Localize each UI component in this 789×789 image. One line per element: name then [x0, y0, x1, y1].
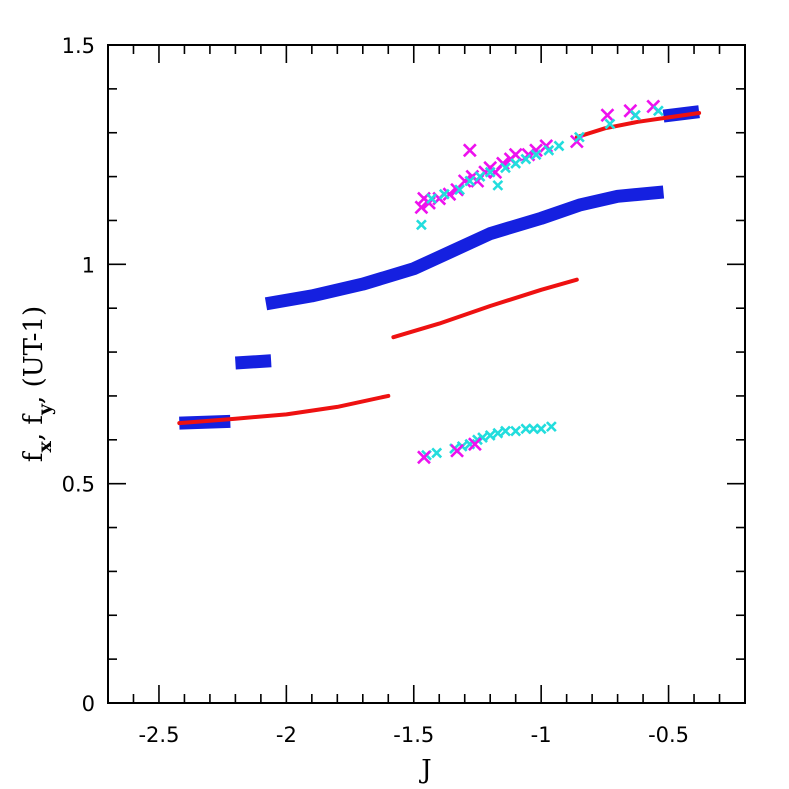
cyan-x-upper-point — [630, 109, 641, 121]
y-axis-title: fx, fy, (UT-1) — [19, 306, 56, 462]
cyan-x-upper-point — [604, 118, 616, 130]
x-tick-label: -1.5 — [393, 723, 434, 747]
x-marker-stroke — [652, 105, 664, 117]
red-line-3 — [574, 111, 702, 140]
y-tick-label: 0.5 — [62, 473, 95, 497]
cyan-x-lower-point — [492, 427, 504, 439]
x-marker-stroke — [545, 421, 557, 433]
x-marker-stroke — [442, 187, 457, 202]
x-marker-stroke — [467, 437, 482, 452]
x-marker-stroke — [539, 138, 554, 153]
x-marker-stroke — [530, 149, 542, 161]
cyan-x-upper-point — [573, 131, 585, 143]
cyan-x-upper-point — [500, 162, 511, 174]
x-marker-stroke — [604, 118, 616, 130]
magenta-x-upper-point — [462, 143, 477, 158]
x-marker-stroke — [510, 425, 522, 437]
cyan-x-upper-point — [520, 153, 532, 165]
x-marker-stroke — [484, 429, 496, 441]
x-marker-stroke — [510, 158, 522, 169]
x-marker-stroke — [630, 109, 641, 121]
y-axis-f2: f — [19, 413, 49, 425]
red-line-1 — [177, 393, 391, 426]
x-marker-stroke — [496, 156, 510, 171]
magenta-x-upper-point — [457, 174, 472, 188]
x-marker-stroke — [535, 423, 547, 435]
x-marker-stroke — [454, 184, 466, 196]
y-tick-label: 1.5 — [62, 34, 95, 58]
cyan-x-upper-point — [510, 158, 522, 169]
x-marker-stroke — [417, 450, 431, 465]
x-marker-stroke — [573, 131, 585, 143]
blue-band-3 — [264, 185, 665, 311]
x-marker-stroke — [414, 200, 429, 215]
magenta-x-lower-point — [417, 450, 431, 465]
cyan-x-upper-point — [426, 193, 438, 204]
x-marker-stroke — [500, 162, 511, 174]
y-axis-sub-x: x — [34, 440, 56, 452]
cyan-x-upper-point — [484, 166, 496, 178]
cyan-x-upper-point — [438, 188, 450, 200]
x-marker-stroke — [492, 179, 504, 191]
x-marker-stroke — [529, 143, 543, 158]
cyan-x-upper-point — [543, 144, 555, 156]
cyan-x-lower-point — [431, 447, 443, 459]
cyan-x-upper-point — [530, 149, 542, 161]
x-marker-stroke — [426, 193, 438, 204]
x-marker-stroke — [450, 443, 464, 458]
x-marker-stroke — [600, 108, 615, 123]
y-tick-label: 1 — [82, 253, 95, 277]
x-marker-stroke — [553, 140, 565, 152]
magenta-x-upper-point — [529, 143, 543, 158]
y-axis-f1: f — [19, 450, 49, 462]
cyan-x-lower-point — [484, 429, 496, 441]
y-tick-labels: 0 0.5 1 1.5 — [62, 34, 95, 716]
x-marker-stroke — [415, 219, 427, 231]
x-axis-title: J — [418, 755, 431, 785]
y-axis-sub-y: y — [34, 403, 56, 416]
plot-marks — [177, 99, 702, 465]
cyan-x-lower-point — [500, 425, 511, 437]
x-tick-label: -0.5 — [648, 723, 689, 747]
x-marker-stroke — [462, 143, 477, 158]
axis-ticks — [107, 44, 746, 704]
plot-frame — [107, 44, 746, 704]
cyan-x-lower-point — [545, 421, 557, 433]
x-marker-stroke — [457, 174, 472, 188]
y-tick-label: 0 — [82, 692, 95, 716]
x-marker-stroke — [438, 188, 450, 200]
cyan-x-lower-point — [510, 425, 522, 437]
cyan-x-upper-point — [454, 184, 466, 196]
x-tick-label: -1 — [531, 723, 552, 747]
blue-band-2 — [235, 354, 272, 370]
x-marker-stroke — [492, 427, 504, 439]
x-marker-stroke — [623, 103, 638, 118]
x-marker-stroke — [543, 144, 555, 156]
x-marker-stroke — [646, 99, 661, 114]
x-marker-stroke — [474, 171, 486, 183]
cyan-x-lower-point — [535, 423, 547, 435]
x-marker-stroke — [484, 166, 496, 178]
magenta-x-upper-point — [600, 108, 615, 123]
x-marker-stroke — [520, 153, 532, 165]
y-axis-units: , (UT-1) — [19, 306, 49, 404]
magenta-x-lower-point — [450, 443, 464, 458]
x-tick-label: -2.5 — [138, 723, 179, 747]
red-line-2 — [391, 277, 579, 340]
y-axis-comma: , — [19, 425, 49, 442]
cyan-x-upper-point — [553, 140, 565, 152]
cyan-x-upper-point — [492, 179, 504, 191]
cyan-x-upper-point — [415, 219, 427, 231]
cyan-x-upper-point — [464, 175, 476, 187]
x-marker-stroke — [431, 447, 443, 459]
x-tick-label: -2 — [276, 723, 297, 747]
magenta-x-upper-point — [442, 187, 457, 202]
x-marker-stroke — [464, 175, 476, 187]
cyan-x-upper-point — [474, 171, 486, 183]
cyan-x-upper-point — [652, 105, 664, 117]
x-tick-labels: -2.5 -2 -1.5 -1 -0.5 — [138, 723, 689, 747]
magenta-x-lower-point — [467, 437, 482, 452]
x-marker-stroke — [500, 425, 511, 437]
